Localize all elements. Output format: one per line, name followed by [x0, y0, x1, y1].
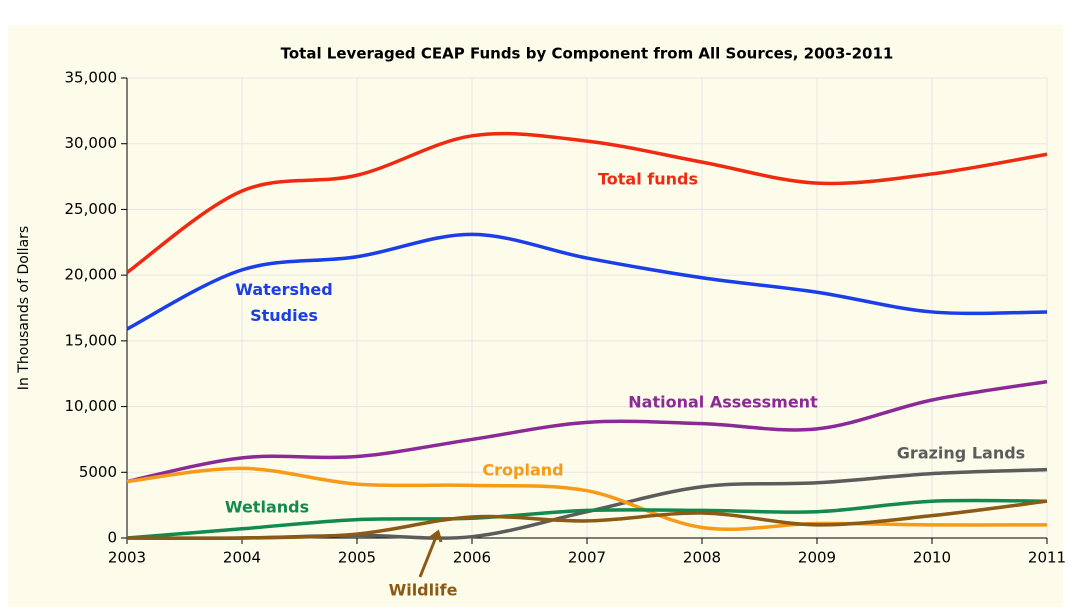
series-label: Total funds: [598, 170, 698, 189]
y-tick-label: 0: [107, 529, 117, 547]
series-line: [126, 379, 1048, 484]
x-tick-label: 2004: [223, 549, 261, 567]
y-tick-label: 10,000: [65, 397, 118, 415]
x-tick-label: 2003: [108, 549, 146, 567]
series-line: [125, 131, 1048, 274]
label-arrow: [418, 529, 443, 578]
y-tick-label: 30,000: [65, 134, 118, 152]
series-label: National Assessment: [628, 393, 818, 412]
series-line: [126, 466, 1048, 531]
series-line: [126, 232, 1048, 331]
x-tick-label: 2005: [338, 549, 376, 567]
y-tick-label: 20,000: [65, 266, 118, 284]
x-tick-label: 2006: [453, 549, 491, 567]
y-axis-title: In Thousands of Dollars: [16, 226, 32, 390]
series-label: Wetlands: [225, 498, 309, 517]
series-label: Grazing Lands: [897, 444, 1025, 463]
series-line: [126, 498, 1048, 540]
series-label: Wildlife: [389, 581, 458, 600]
x-tick-label: 2009: [798, 549, 836, 567]
y-tick-label: 5000: [79, 463, 117, 481]
x-tick-label: 2008: [683, 549, 721, 567]
chart-background: [8, 25, 1063, 607]
x-tick-label: 2011: [1028, 549, 1066, 567]
series-line: [126, 499, 1048, 541]
series-label: Watershed Studies: [235, 280, 332, 325]
series-label: Cropland: [482, 461, 563, 480]
x-tick-label: 2010: [913, 549, 951, 567]
y-tick-label: 35,000: [65, 69, 118, 87]
x-tick-label: 2007: [568, 549, 606, 567]
y-tick-label: 25,000: [65, 200, 118, 218]
y-tick-label: 15,000: [65, 331, 118, 349]
chart-title: Total Leveraged CEAP Funds by Component …: [281, 45, 894, 63]
